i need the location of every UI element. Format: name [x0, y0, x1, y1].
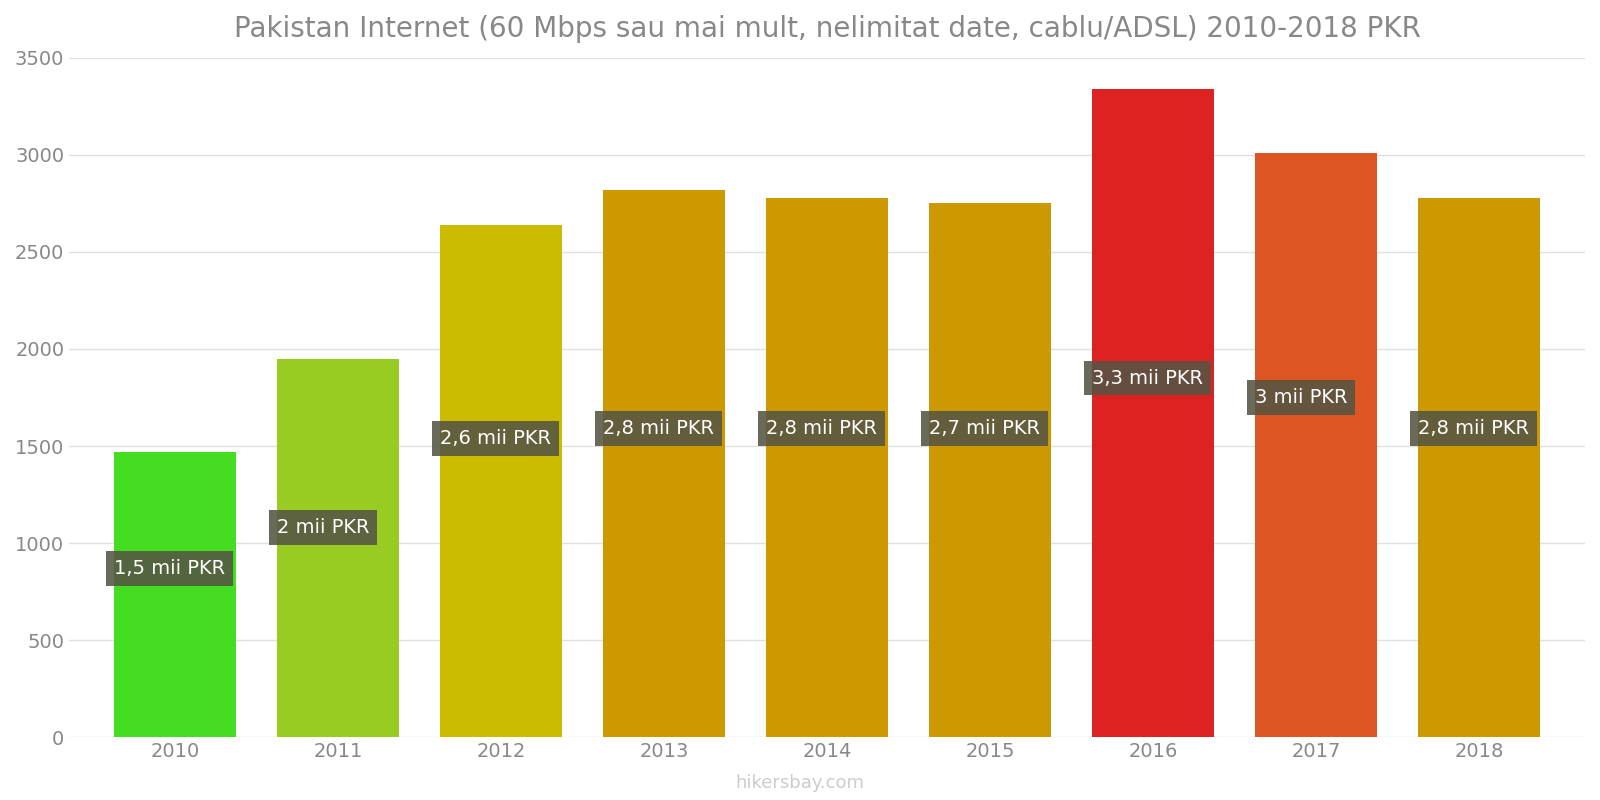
Text: 2 mii PKR: 2 mii PKR	[277, 518, 370, 537]
Bar	[930, 203, 1051, 737]
Bar	[114, 452, 237, 737]
Bar	[1418, 198, 1541, 737]
Bar	[1254, 153, 1378, 737]
Text: 2,7 mii PKR: 2,7 mii PKR	[930, 419, 1040, 438]
Text: 2,6 mii PKR: 2,6 mii PKR	[440, 429, 550, 448]
Bar	[1091, 89, 1214, 737]
Text: 1,5 mii PKR: 1,5 mii PKR	[114, 558, 226, 578]
Text: 3 mii PKR: 3 mii PKR	[1254, 388, 1347, 407]
Text: 3,3 mii PKR: 3,3 mii PKR	[1091, 369, 1203, 387]
Title: Pakistan Internet (60 Mbps sau mai mult, nelimitat date, cablu/ADSL) 2010-2018 P: Pakistan Internet (60 Mbps sau mai mult,…	[234, 15, 1421, 43]
Text: hikersbay.com: hikersbay.com	[736, 774, 864, 792]
Bar	[603, 190, 725, 737]
Bar	[440, 225, 562, 737]
Text: 2,8 mii PKR: 2,8 mii PKR	[603, 419, 714, 438]
Text: 2,8 mii PKR: 2,8 mii PKR	[1418, 419, 1530, 438]
Text: 2,8 mii PKR: 2,8 mii PKR	[766, 419, 877, 438]
Bar	[277, 358, 400, 737]
Bar	[766, 198, 888, 737]
